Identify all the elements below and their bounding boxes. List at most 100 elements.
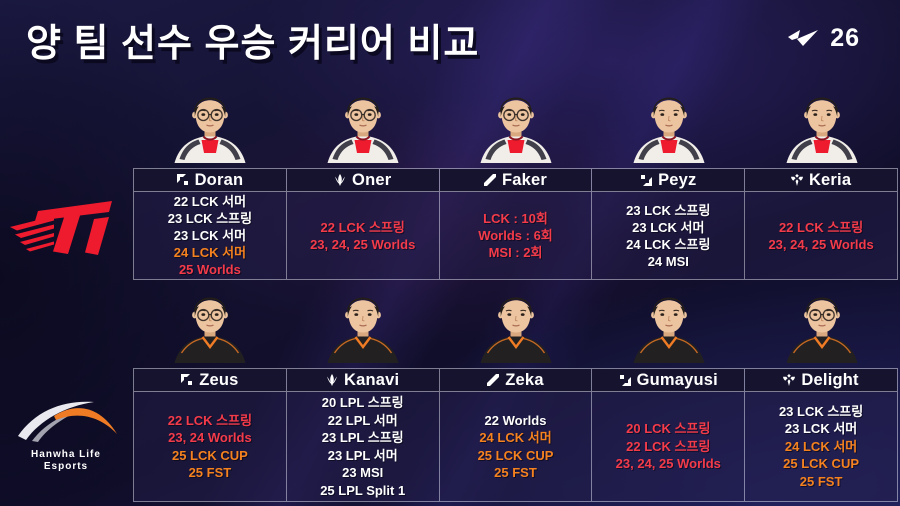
player-careers: 22 LCK 스프링 23, 24 Worlds 25 LCK CUP 25 FST [134,392,286,501]
player-avatar [614,288,724,368]
career-line: 24 LCK 서머 [479,430,552,445]
player-name: Zeka [505,370,544,389]
hle-photos-row [133,288,898,368]
career-line: 23 LCK 서머 [632,219,705,235]
player-card: Faker LCK : 10회 Worlds : 6회 MSI : 2회 [438,169,592,279]
career-line: 23 LCK 서머 [173,228,247,243]
top-role-icon [181,374,193,386]
player-card: Oner 22 LCK 스프링 23, 24, 25 Worlds [285,169,439,279]
player-photo [286,88,439,168]
player-careers: 20 LPL 스프링 22 LPL 서머 23 LPL 스프링 23 LPL 서머 23… [286,392,439,501]
player-name: Gumayusi [636,370,718,389]
t1-career-table: Doran 22 LCK 서머 23 LCK 스프링 23 LCK 서머 24 LCK… [133,168,898,280]
career-line: 25 LCK CUP [783,456,860,472]
t1-photos-row [133,88,898,168]
jungle-role-icon [334,174,346,186]
top-role-icon [176,174,189,186]
player-name: Oner [352,170,392,189]
player-card: Gumayusi 20 LCK 스프링 22 LCK 스프링 23, 24, 25 … [591,369,745,501]
player-name: Faker [501,170,547,189]
player-photo [439,288,592,368]
support-role-icon [783,374,796,386]
career-line: 20 LCK 스프링 [626,421,711,437]
player-card: Kanavi 20 LPL 스프링 22 LPL 서머 23 LPL 스프링 23 L… [285,369,439,501]
hanwha-swoosh-icon [18,401,117,442]
career-line: 22 Worlds [484,412,547,428]
career-line: 22 LCK 스프링 [626,438,711,454]
player-photo [286,288,439,368]
mid-role-icon [487,374,500,386]
player-name-header: Doran [134,169,286,192]
player-careers: 20 LCK 스프링 22 LCK 스프링 23, 24, 25 Worlds [592,392,745,501]
player-name: Zeus [199,370,239,389]
hle-career-table: Zeus 22 LCK 스프링 23, 24 Worlds 25 LCK CUP 25… [133,368,898,502]
player-avatar [155,288,265,368]
team-t1-block: Doran 22 LCK 서머 23 LCK 스프링 23 LCK 서머 24 LCK… [133,88,898,280]
player-card: Doran 22 LCK 서머 23 LCK 스프링 23 LCK 서머 24 LCK… [134,169,286,279]
player-avatar [308,288,418,368]
player-careers: 22 LCK 스프링 23, 24, 25 Worlds [286,192,439,279]
career-line: 23, 24, 25 Worlds [310,236,416,252]
player-name: Keria [808,170,852,189]
career-line: 23, 24, 25 Worlds [615,456,721,472]
player-card: Zeus 22 LCK 스프링 23, 24 Worlds 25 LCK CUP 25… [134,369,286,501]
hanwha-logo-line2: Esports [43,461,89,472]
career-line: 25 Worlds [178,262,241,277]
career-line: 25 LCK CUP [171,447,248,463]
player-careers: 23 LCK 스프링 23 LCK 서머 24 LCK 서머 25 LCK CUP 25… [745,392,897,501]
player-name-header: Peyz [592,169,745,192]
player-name-header: Faker [439,169,592,192]
player-avatar [155,88,265,168]
player-name-header: Kanavi [286,369,439,392]
hanwha-logo-line1: Hanwha Life [31,449,101,460]
player-card: Keria 22 LCK 스프링 23, 24, 25 Worlds [744,169,897,279]
career-line: 24 LCK 서머 [784,438,858,454]
career-line: 24 LCK 스프링 [626,236,711,252]
lck-wing-icon [788,30,819,46]
player-avatar [461,88,571,168]
team-hle-block: Zeus 22 LCK 스프링 23, 24 Worlds 25 LCK CUP 25… [133,288,898,502]
career-line: LCK : 10회 [483,211,548,226]
player-card: Zeka 22 Worlds 24 LCK 서머 25 LCK CUP 25 FST [438,369,592,501]
player-photo [133,288,286,368]
mid-role-icon [483,174,496,186]
career-line: 22 LCK 스프링 [320,219,405,235]
player-name: Doran [194,170,244,189]
player-avatar [461,288,571,368]
career-line: 23 LPL 서머 [327,447,398,463]
career-line: 25 FST [494,465,537,480]
player-photo [745,288,898,368]
player-photo [133,88,286,168]
career-line: 22 LPL 서머 [327,412,398,428]
career-line: 22 LCK 스프링 [167,412,253,428]
player-careers: 22 Worlds 24 LCK 서머 25 LCK CUP 25 FST [439,392,592,501]
player-name: Delight [801,370,859,389]
career-line: MSI : 2회 [488,245,543,260]
support-role-icon [790,174,803,186]
player-careers: 23 LCK 스프링 23 LCK 서머 24 LCK 스프링 24 MSI [592,192,745,279]
player-avatar [767,288,877,368]
player-avatar [614,88,724,168]
player-photo [592,288,745,368]
bot-role-icon [619,374,631,386]
career-line: 23 LCK 스프링 [778,403,864,419]
player-avatar [308,88,418,168]
player-photo [439,88,592,168]
career-line: 25 FST [188,465,232,480]
hanwha-life-esports-logo: Hanwha Life Esports [14,396,118,473]
player-card: Peyz 23 LCK 스프링 23 LCK 서머 24 LCK 스프링 24 MSI [591,169,745,279]
t1-logo [8,198,120,265]
career-line: 23 MSI [342,465,384,480]
career-line: 23, 24 Worlds [168,430,252,445]
lck-26-badge: 26 [788,24,860,53]
player-careers: 22 LCK 스프링 23, 24, 25 Worlds [745,192,897,279]
career-line: 22 LCK 스프링 [778,219,864,235]
player-photo [592,88,745,168]
page-title: 양 팀 선수 우승 커리어 비교 [26,23,480,65]
player-name: Kanavi [344,370,400,389]
player-name-header: Gumayusi [592,369,745,392]
career-line: 23, 24, 25 Worlds [768,236,874,252]
player-name-header: Keria [745,169,897,192]
player-careers: 22 LCK 서머 23 LCK 스프링 23 LCK 서머 24 LCK 서머 25 … [134,192,286,279]
